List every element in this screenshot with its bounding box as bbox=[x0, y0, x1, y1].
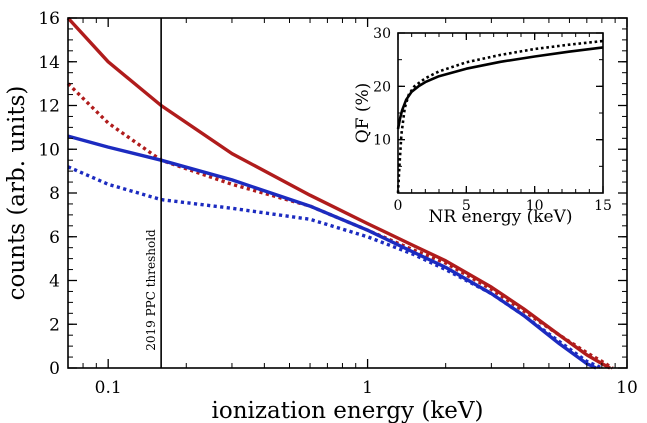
inset-x-tick-label: 15 bbox=[594, 198, 612, 214]
main-ticks: 0.1 1 10 0 2 4 6 8 10 12 14 16 bbox=[38, 9, 637, 398]
main-x-tick-label: 10 bbox=[616, 378, 638, 398]
main-series-4-dotted bbox=[67, 165, 603, 370]
inset-background bbox=[398, 33, 603, 193]
inset-y-tick-label: 30 bbox=[373, 26, 391, 42]
main-y-tick-label: 2 bbox=[49, 315, 60, 335]
main-y-tick-label: 14 bbox=[38, 53, 60, 73]
main-series-1-solid bbox=[66, 16, 611, 370]
inset-ticks: 0 5 10 15 10 20 30 bbox=[373, 26, 612, 214]
main-x-tick-label: 0.1 bbox=[95, 378, 122, 398]
inset-y-tick-label: 10 bbox=[373, 133, 391, 149]
main-y-tick-label: 6 bbox=[49, 228, 60, 248]
inset-x-tick-label: 10 bbox=[526, 198, 544, 214]
inset-plot: 0 5 10 15 10 20 30 NR energy (keV) QF (%) bbox=[353, 26, 612, 227]
inset-y-axis-title: QF (%) bbox=[353, 83, 373, 144]
main-y-tick-label: 10 bbox=[38, 140, 60, 160]
main-plot: 2019 PPC threshold 0.1 1 10 0 2 4 6 8 10 12 14 16 i… bbox=[4, 9, 638, 423]
inset-series-1-solid bbox=[396, 46, 604, 130]
inset-y-tick-label: 20 bbox=[373, 79, 391, 95]
inset-series-group bbox=[396, 39, 604, 194]
threshold-label: 2019 PPC threshold bbox=[144, 229, 158, 351]
main-y-tick-label: 12 bbox=[38, 97, 60, 117]
inset-x-tick-label: 0 bbox=[394, 198, 403, 214]
main-y-tick-label: 16 bbox=[38, 9, 60, 29]
main-x-tick-label: 1 bbox=[362, 378, 373, 398]
inset-x-tick-label: 5 bbox=[462, 198, 471, 214]
inset-x-axis-title: NR energy (keV) bbox=[428, 207, 572, 227]
y-axis-title: counts (arb. units) bbox=[4, 86, 30, 301]
main-y-tick-label: 0 bbox=[49, 359, 60, 379]
x-axis-title: ionization energy (keV) bbox=[212, 398, 484, 423]
main-y-tick-label: 4 bbox=[49, 272, 60, 292]
main-y-tick-label: 8 bbox=[49, 184, 60, 204]
